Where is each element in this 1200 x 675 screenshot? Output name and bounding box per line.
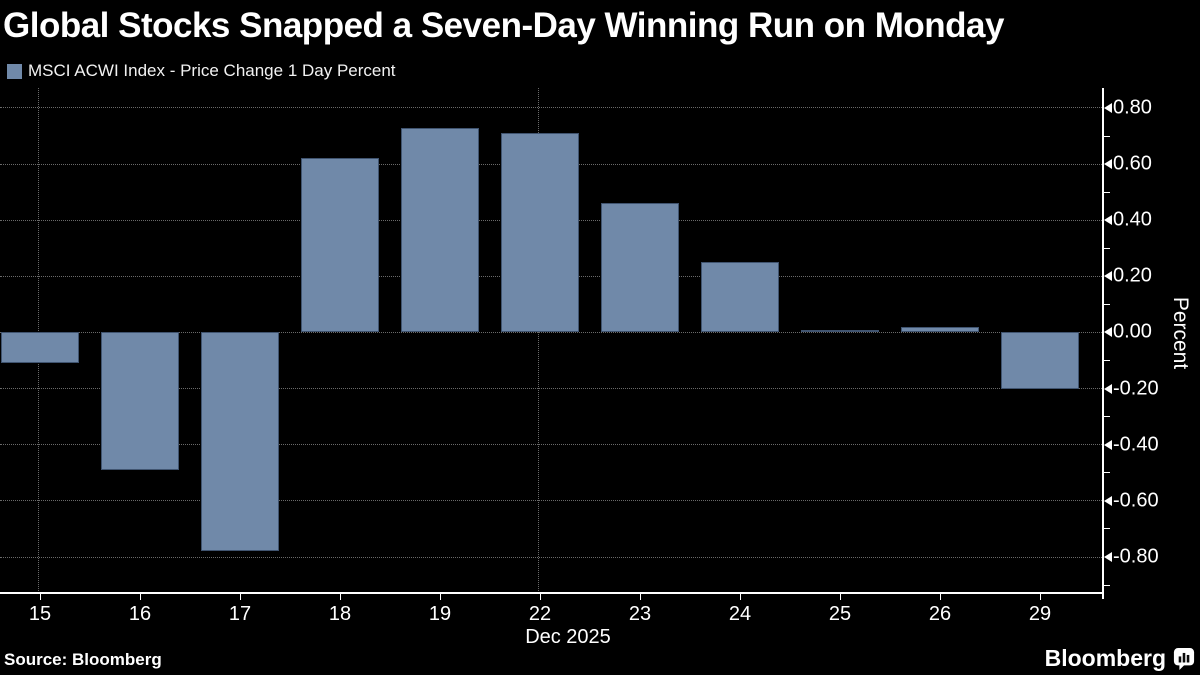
y-axis-major-tick	[1104, 552, 1112, 563]
y-tick-label: 0.40	[1113, 208, 1152, 231]
y-tick-label: 0.20	[1113, 264, 1152, 287]
y-axis-line	[1102, 88, 1104, 599]
x-axis-tick	[340, 594, 341, 600]
x-axis-tick	[940, 594, 941, 600]
x-axis-line	[0, 592, 1104, 594]
x-tick-label: 26	[928, 603, 952, 625]
x-tick-label: 25	[828, 603, 852, 625]
y-tick-label: 0.00	[1113, 320, 1152, 343]
y-axis-minor-tick	[1104, 135, 1110, 137]
y-tick-label: 0.60	[1113, 152, 1152, 175]
bar-25	[801, 329, 879, 333]
source-label: Source: Bloomberg	[4, 650, 162, 669]
gridline-horizontal	[0, 500, 1102, 502]
bar-17	[201, 332, 279, 552]
x-tick-label: 23	[628, 603, 652, 625]
gridline-vertical	[538, 88, 539, 593]
chart-title: Global Stocks Snapped a Seven-Day Winnin…	[3, 6, 1004, 45]
x-axis-tick	[440, 594, 441, 600]
y-axis-minor-tick	[1104, 247, 1110, 249]
gridline-horizontal	[0, 444, 1102, 446]
y-axis-minor-tick	[1104, 360, 1110, 362]
bar-24	[701, 262, 779, 333]
y-axis-minor-tick	[1104, 472, 1110, 474]
bar-18	[301, 158, 379, 333]
y-axis-minor-tick	[1104, 416, 1110, 418]
y-axis-minor-tick	[1104, 584, 1110, 586]
x-axis-tick	[140, 594, 141, 600]
gridline-horizontal	[0, 331, 1102, 333]
bar-19	[401, 127, 479, 333]
y-axis-major-tick	[1104, 383, 1112, 394]
y-axis-major-tick	[1104, 271, 1112, 282]
x-tick-label: 29	[1028, 603, 1052, 625]
y-axis-major-tick	[1104, 102, 1112, 113]
bar-15	[1, 332, 79, 364]
y-tick-label: 0.80	[1113, 96, 1152, 119]
y-axis-minor-tick	[1104, 528, 1110, 530]
x-tick-label: 19	[428, 603, 452, 625]
x-axis-tick	[540, 594, 541, 600]
x-axis-tick	[740, 594, 741, 600]
legend: MSCI ACWI Index - Price Change 1 Day Per…	[7, 61, 396, 81]
x-tick-label: 24	[728, 603, 752, 625]
bar-29	[1001, 332, 1079, 389]
x-tick-label: 17	[228, 603, 252, 625]
bar-22	[501, 133, 579, 333]
x-axis-title: Dec 2025	[525, 626, 611, 648]
x-axis-tick	[640, 594, 641, 600]
bloomberg-logo-text: Bloomberg	[1044, 645, 1166, 671]
x-tick-label: 18	[328, 603, 352, 625]
x-axis-tick	[240, 594, 241, 600]
x-tick-label: 22	[528, 603, 552, 625]
y-axis-title: Percent	[1169, 296, 1192, 370]
bloomberg-logo: Bloomberg	[1045, 645, 1195, 672]
x-tick-label: 16	[128, 603, 152, 625]
x-axis-tick	[1040, 594, 1041, 600]
y-axis-major-tick	[1104, 495, 1112, 506]
gridline-horizontal	[0, 556, 1102, 558]
y-axis-major-tick	[1104, 159, 1112, 170]
y-axis-major-tick	[1104, 327, 1112, 338]
y-tick-label: -0.40	[1113, 433, 1159, 456]
y-axis-major-tick	[1104, 215, 1112, 226]
legend-swatch-icon	[7, 63, 22, 79]
y-axis-minor-tick	[1104, 303, 1110, 305]
bar-chart-bubble-icon	[1173, 647, 1195, 670]
legend-label: MSCI ACWI Index - Price Change 1 Day Per…	[28, 61, 396, 80]
y-tick-label: -0.80	[1113, 545, 1159, 568]
x-tick-label: 15	[28, 603, 52, 625]
y-axis-minor-tick	[1104, 191, 1110, 193]
gridline-horizontal	[0, 107, 1102, 109]
gridline-horizontal	[0, 388, 1102, 390]
x-axis-tick	[40, 594, 41, 600]
y-tick-label: -0.60	[1113, 489, 1159, 512]
y-axis-major-tick	[1104, 439, 1112, 450]
x-axis-tick	[840, 594, 841, 600]
bar-26	[901, 326, 979, 333]
bar-23	[601, 203, 679, 333]
bar-16	[101, 332, 179, 471]
y-tick-label: -0.20	[1113, 377, 1159, 400]
